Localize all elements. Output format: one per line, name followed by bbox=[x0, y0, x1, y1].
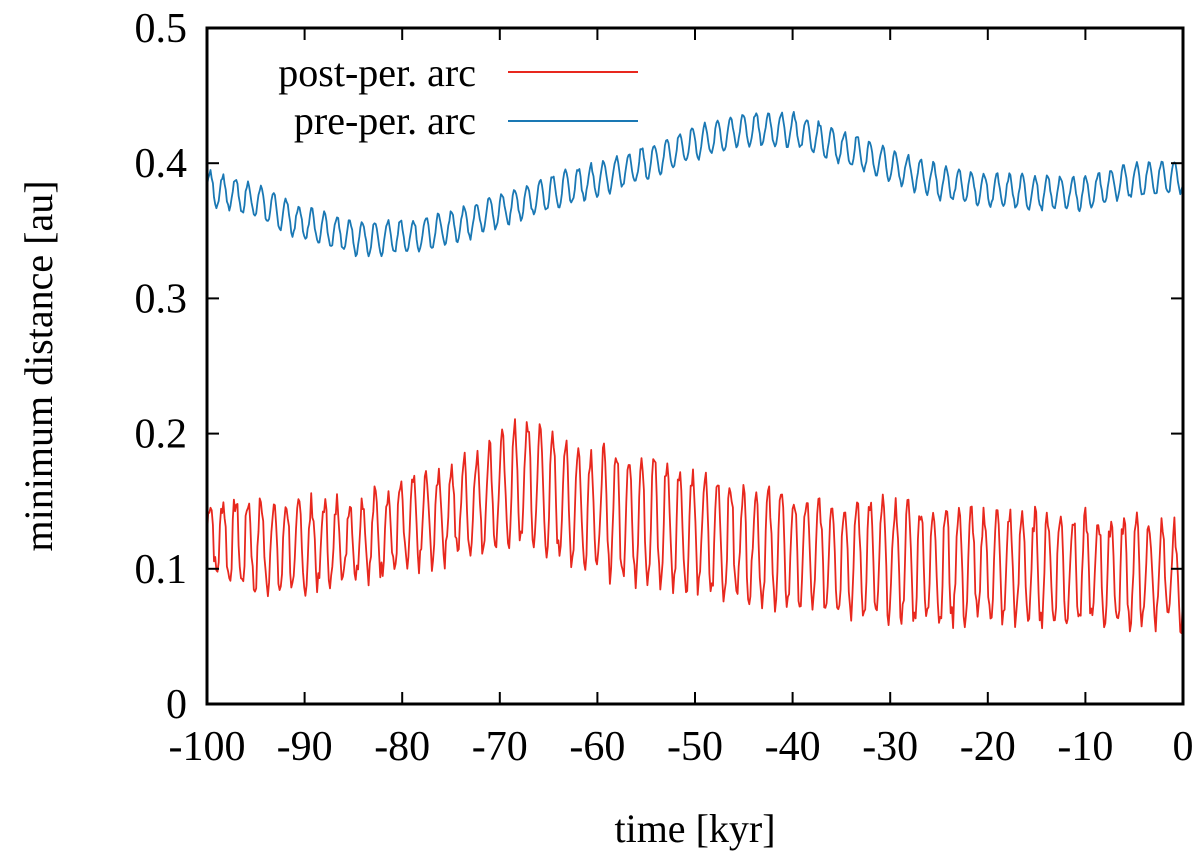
y-axis-label: minimum distance [au] bbox=[16, 180, 61, 551]
x-tick-label: -50 bbox=[667, 724, 723, 770]
plot-frame bbox=[205, 26, 1185, 706]
x-tick-label: -90 bbox=[277, 724, 333, 770]
legend: post-per. arc pre-per. arc bbox=[278, 50, 638, 143]
x-tick-label: -80 bbox=[374, 724, 430, 770]
x-tick-label: -30 bbox=[862, 724, 918, 770]
x-tick-label: -20 bbox=[960, 724, 1016, 770]
legend-label-post-per-arc: post-per. arc bbox=[278, 50, 476, 95]
x-axis-label: time [kyr] bbox=[614, 806, 775, 851]
series-layer bbox=[206, 111, 1184, 634]
x-tick-label: -100 bbox=[169, 724, 246, 770]
y-tick-label: 0.2 bbox=[135, 412, 188, 458]
x-tick-label: -60 bbox=[569, 724, 625, 770]
series-line-post-per-arc bbox=[206, 418, 1184, 634]
y-tick-label: 0.1 bbox=[135, 547, 188, 593]
ticks-layer: -100 -90 -80 -70 -60 -50 -40 -30 -20 -10 000.10.20… bbox=[135, 6, 1194, 770]
y-tick-label: 0.5 bbox=[135, 6, 188, 52]
series-line-pre-per-arc bbox=[206, 111, 1184, 258]
x-tick-label: -10 bbox=[1057, 724, 1113, 770]
x-tick-label: -70 bbox=[472, 724, 528, 770]
x-tick-label: 0 bbox=[1173, 724, 1194, 770]
x-tick-label: -40 bbox=[765, 724, 821, 770]
legend-label-pre-per-arc: pre-per. arc bbox=[294, 98, 476, 143]
y-tick-label: 0 bbox=[166, 682, 187, 728]
y-tick-label: 0.3 bbox=[135, 276, 188, 322]
y-tick-label: 0.4 bbox=[135, 141, 188, 187]
